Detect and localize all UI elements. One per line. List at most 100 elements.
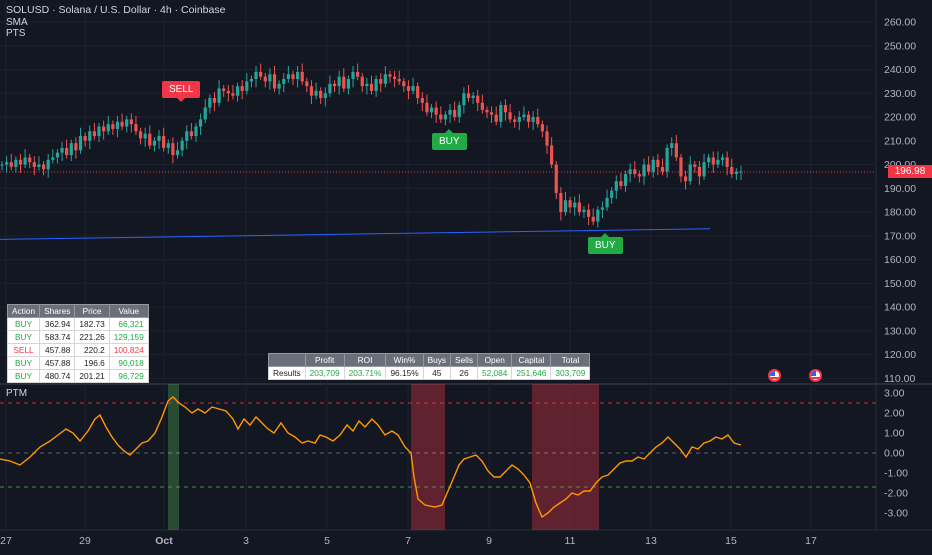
- candle-body: [175, 150, 180, 156]
- candle-body: [485, 109, 489, 113]
- price-tick-label: 260.00: [884, 17, 916, 29]
- candle-body: [337, 76, 341, 87]
- candle-body: [97, 126, 101, 137]
- candle-body: [369, 83, 374, 91]
- candle-body: [425, 102, 429, 113]
- ptm-axis[interactable]: 3.00 2.00 1.00 0.00 -1.00 -2.00 -3.00: [884, 388, 908, 520]
- candle-body: [610, 190, 614, 198]
- candle-body: [319, 90, 323, 99]
- column-header: Win%: [385, 353, 424, 367]
- candle-body: [208, 98, 212, 108]
- indicator-pts-label[interactable]: PTS: [6, 28, 26, 39]
- candle-body: [540, 124, 544, 132]
- candle-body: [457, 105, 461, 118]
- price-tick-label: 250.00: [884, 40, 916, 52]
- candle-body: [102, 126, 106, 132]
- column-header: Shares: [39, 304, 76, 318]
- action-cell: BUY: [6, 369, 41, 383]
- price-tick-label: 180.00: [884, 207, 916, 219]
- candle-body: [600, 207, 605, 210]
- ptm-tick-label: 1.00: [884, 428, 905, 440]
- symbol-title[interactable]: SOLUSD · Solana / U.S. Dollar · 4h · Coi…: [6, 4, 226, 16]
- buy-signal-label: BUY: [432, 129, 467, 150]
- candle-body: [309, 86, 314, 96]
- candle-body: [9, 162, 13, 167]
- price-tick-label: 130.00: [884, 325, 916, 337]
- candle-body: [420, 98, 424, 103]
- candle-body: [226, 90, 230, 94]
- candle-body: [14, 159, 18, 167]
- value-cell: 100,824: [108, 343, 149, 357]
- candle-body: [503, 105, 508, 113]
- action-cell: BUY: [6, 317, 41, 331]
- candle-body: [120, 121, 124, 127]
- candle-body: [212, 98, 217, 103]
- ptm-tick-label: -1.00: [884, 468, 908, 480]
- candle-body: [41, 164, 46, 170]
- table-row: BUY 457.88 196.6 90,018: [6, 356, 149, 370]
- candle-body: [716, 159, 720, 165]
- candle-body: [374, 79, 378, 91]
- candle-body: [217, 88, 221, 103]
- price-tick-label: 190.00: [884, 183, 916, 195]
- candle-body: [23, 157, 27, 165]
- capital-cell: 251,646: [511, 366, 552, 380]
- column-header: Action: [6, 304, 41, 318]
- candle-body: [550, 145, 554, 165]
- candle-body: [342, 76, 346, 89]
- candle-body: [688, 164, 692, 182]
- candle-body: [51, 157, 55, 160]
- candle-body: [194, 126, 198, 137]
- candle-body: [605, 197, 609, 208]
- indicator-sma-label[interactable]: SMA: [6, 17, 28, 28]
- candle-body: [0, 164, 4, 166]
- table-header-row: Profit ROI Win% Buys Sells Open Capital …: [268, 353, 591, 367]
- candle-body: [277, 83, 281, 89]
- candle-body: [702, 162, 706, 177]
- candle-body: [545, 131, 549, 146]
- candle-body: [679, 157, 683, 177]
- ptm-tick-label: 2.00: [884, 408, 905, 420]
- candle-body: [346, 79, 351, 89]
- candle-body: [517, 117, 521, 122]
- candle-body: [674, 143, 678, 158]
- time-axis[interactable]: 27 29 Oct 3 5 7 9 11 13 15 17: [0, 535, 817, 547]
- action-cell: BUY: [6, 330, 41, 344]
- candle-body: [305, 81, 309, 87]
- candle-body: [693, 164, 697, 167]
- candle-body: [88, 131, 92, 141]
- price-tick-label: 240.00: [884, 64, 916, 76]
- ptm-indicator-label[interactable]: PTM: [6, 388, 28, 399]
- candle-body: [249, 79, 254, 82]
- value-cell: 66,321: [108, 317, 149, 331]
- price-axis[interactable]: 260.00250.00240.00230.00220.00210.00200.…: [884, 17, 916, 385]
- ptm-tick-label: 0.00: [884, 448, 905, 460]
- candle-body: [314, 90, 318, 96]
- candle-body: [240, 86, 244, 91]
- us-economic-event-icon[interactable]: [809, 369, 822, 382]
- candle-body: [138, 131, 143, 139]
- ptm-buy-zone: [168, 384, 179, 530]
- table-row: BUY 480.74 201.21 96,729: [6, 369, 149, 383]
- candle-body: [586, 209, 591, 217]
- ptm-sell-zone: [411, 384, 445, 530]
- candle-body: [508, 112, 512, 120]
- time-tick-label: 11: [565, 535, 576, 547]
- sells-cell: 26: [450, 366, 479, 380]
- candle-body: [392, 76, 397, 80]
- results-label: Results: [268, 366, 306, 380]
- candle-body: [245, 81, 249, 91]
- time-tick-label: 13: [645, 535, 657, 547]
- candle-body: [480, 102, 484, 110]
- us-economic-event-icon[interactable]: [768, 369, 781, 382]
- time-tick-label: 17: [805, 535, 817, 547]
- candle-body: [406, 86, 411, 91]
- candle-body: [429, 107, 434, 113]
- candle-body: [60, 147, 64, 153]
- candle-body: [189, 131, 193, 137]
- candle-body: [356, 71, 360, 77]
- time-tick-label: 9: [486, 535, 492, 547]
- trades-table-body: BUY 362.94 182.73 66,321 BUY 583.74 221.26 129,…: [6, 317, 149, 383]
